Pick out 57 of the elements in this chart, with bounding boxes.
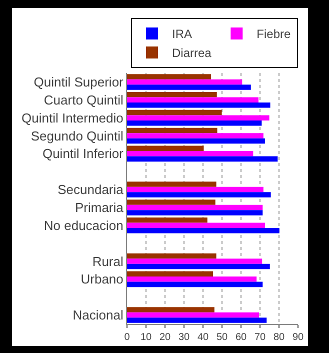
legend-label: Fiebre xyxy=(256,27,292,42)
bar xyxy=(127,200,216,205)
bar xyxy=(127,186,264,192)
bar xyxy=(127,102,270,108)
bar xyxy=(127,84,251,90)
legend-label: Diarrea xyxy=(172,46,212,60)
bar xyxy=(127,204,263,210)
y-tick-label: Secundaria xyxy=(58,182,124,198)
x-tick-label: 90 xyxy=(292,332,304,343)
bar xyxy=(127,253,216,259)
x-tick-label: 20 xyxy=(159,332,171,343)
y-tick-label: Urbano xyxy=(80,272,124,287)
bar xyxy=(127,192,271,198)
y-tick-label: Rural xyxy=(92,254,124,269)
bar xyxy=(127,97,258,103)
y-tick-label: Quintil Intermedio xyxy=(22,110,124,126)
x-tick-label: 70 xyxy=(254,332,266,343)
x-tick-label: 40 xyxy=(197,332,209,343)
bar xyxy=(127,156,278,162)
bar xyxy=(127,210,263,216)
bar xyxy=(127,120,262,126)
y-tick-label: Quintil Superior xyxy=(34,74,124,90)
bar xyxy=(127,128,218,134)
x-tick-label: 80 xyxy=(273,332,285,343)
bar xyxy=(127,276,257,282)
bar xyxy=(127,115,270,120)
bar xyxy=(127,218,208,223)
y-tick-label: Nacional xyxy=(72,308,124,323)
bar xyxy=(127,182,216,187)
bar xyxy=(127,271,214,277)
y-tick-label: Cuarto Quintil xyxy=(44,92,124,108)
bar xyxy=(127,264,270,270)
bar xyxy=(127,228,280,234)
bar xyxy=(127,222,265,228)
bar xyxy=(127,312,260,318)
bar xyxy=(127,318,267,323)
bar xyxy=(127,92,217,98)
y-tick-label: Primaria xyxy=(74,200,124,216)
bar xyxy=(127,307,214,312)
y-tick-label: No educacion xyxy=(44,218,124,233)
bar xyxy=(127,282,263,288)
bar xyxy=(127,138,265,144)
y-tick-label: Segundo Quintil xyxy=(30,128,124,144)
x-tick-label: 60 xyxy=(235,332,247,343)
bar xyxy=(127,74,211,80)
bar xyxy=(127,79,242,85)
bar xyxy=(127,151,254,156)
y-tick-label: Quintil Inferior xyxy=(42,146,124,162)
bar xyxy=(127,110,222,116)
x-tick-label: 30 xyxy=(178,332,190,343)
bar xyxy=(127,258,262,264)
x-tick-label: 50 xyxy=(216,332,228,343)
x-tick-label: 10 xyxy=(140,332,152,343)
bar xyxy=(127,133,264,138)
legend-label: IRA xyxy=(172,27,192,42)
bar xyxy=(127,146,204,152)
x-tick-label: 0 xyxy=(124,332,130,343)
